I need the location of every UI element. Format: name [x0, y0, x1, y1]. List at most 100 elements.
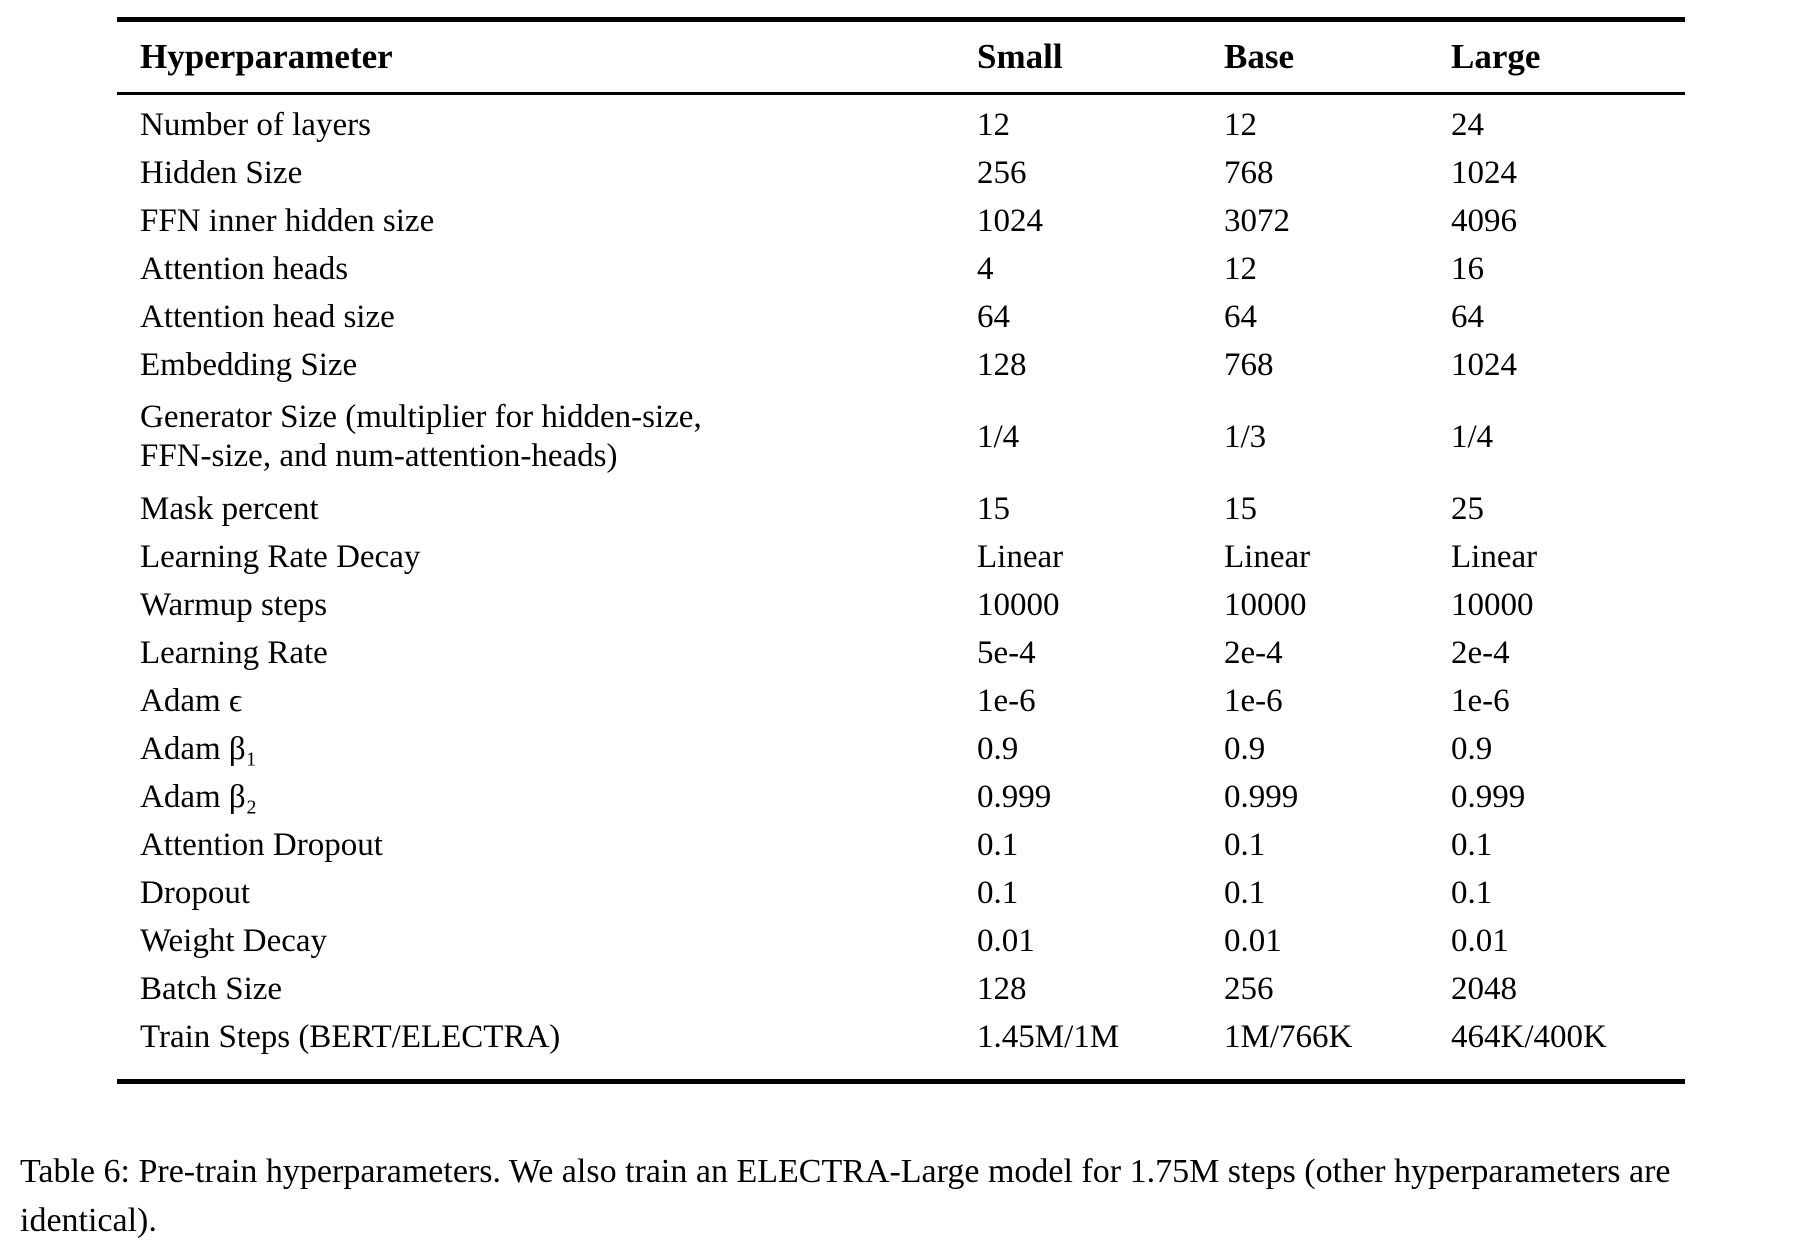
- cell-base: 0.9: [1224, 730, 1266, 767]
- cell-base: 768: [1224, 154, 1274, 191]
- row-label: Mask percent: [140, 490, 319, 527]
- cell-small: 15: [977, 490, 1010, 527]
- cell-large: 2048: [1451, 970, 1517, 1007]
- table-row: Dropout 0.1 0.1 0.1: [117, 869, 1685, 917]
- table-row: Mask percent 15 15 25: [117, 485, 1685, 533]
- table-caption: Table 6: Pre-train hyperparameters. We a…: [20, 1153, 1671, 1240]
- cell-small: 1/4: [977, 418, 1020, 455]
- cell-large: 24: [1451, 106, 1484, 143]
- cell-large: 1e-6: [1451, 682, 1510, 719]
- cell-base: 1/3: [1224, 418, 1267, 455]
- cell-small: 0.01: [977, 922, 1035, 959]
- row-label: Attention heads: [140, 250, 349, 287]
- table-row: Batch Size 128 256 2048: [117, 965, 1685, 1013]
- table-row: Learning Rate Decay Linear Linear Linear: [117, 533, 1685, 581]
- table-row: Adam ϵ 1e-6 1e-6 1e-6: [117, 677, 1685, 725]
- row-label: Generator Size (multiplier for hidden-si…: [140, 399, 702, 474]
- table-row: Hidden Size 256 768 1024: [117, 149, 1685, 197]
- cell-small: 128: [977, 970, 1027, 1007]
- cell-large: 64: [1451, 298, 1484, 335]
- row-label: Attention head size: [140, 298, 395, 335]
- row-label: Weight Decay: [140, 922, 328, 959]
- cell-small: 128: [977, 346, 1027, 383]
- table-header-rule: [117, 92, 1685, 95]
- table-row: Weight Decay 0.01 0.01 0.01: [117, 917, 1685, 965]
- row-label: Train Steps (BERT/ELECTRA): [140, 1018, 561, 1055]
- cell-large: 0.999: [1451, 778, 1526, 815]
- cell-large: 1024: [1451, 154, 1517, 191]
- table-row: FFN inner hidden size 1024 3072 4096: [117, 197, 1685, 245]
- cell-base: 15: [1224, 490, 1257, 527]
- cell-small: 12: [977, 106, 1010, 143]
- cell-base: 256: [1224, 970, 1274, 1007]
- header-hyperparameter: Hyperparameter: [140, 37, 393, 77]
- table-bottom-rule: [117, 1079, 1685, 1084]
- table-row: Embedding Size 128 768 1024: [117, 341, 1685, 389]
- row-label: Adam β₂: [140, 778, 258, 815]
- row-label: Embedding Size: [140, 346, 358, 383]
- row-label: Batch Size: [140, 970, 283, 1007]
- cell-small: 1024: [977, 202, 1043, 239]
- cell-small: 1.45M/1M: [977, 1018, 1120, 1055]
- row-label: Attention Dropout: [140, 826, 383, 863]
- cell-large: 0.01: [1451, 922, 1509, 959]
- cell-large: 10000: [1451, 586, 1534, 623]
- table-row: Attention Dropout 0.1 0.1 0.1: [117, 821, 1685, 869]
- table-top-rule: [117, 17, 1685, 22]
- row-label: Dropout: [140, 874, 250, 911]
- row-label: FFN inner hidden size: [140, 202, 435, 239]
- table-row: Train Steps (BERT/ELECTRA) 1.45M/1M 1M/7…: [117, 1013, 1685, 1061]
- cell-base: 1e-6: [1224, 682, 1283, 719]
- row-label: Number of layers: [140, 106, 371, 143]
- table-row: Adam β₁ 0.9 0.9 0.9: [117, 725, 1685, 773]
- cell-base: 0.999: [1224, 778, 1299, 815]
- cell-base: 64: [1224, 298, 1257, 335]
- header-small: Small: [977, 37, 1063, 77]
- cell-small: 1e-6: [977, 682, 1036, 719]
- cell-large: 1024: [1451, 346, 1517, 383]
- row-label: Learning Rate Decay: [140, 538, 421, 575]
- row-label: Adam ϵ: [140, 682, 243, 719]
- cell-base: 1M/766K: [1224, 1018, 1353, 1055]
- row-label: Warmup steps: [140, 586, 328, 623]
- table-row: Adam β₂ 0.999 0.999 0.999: [117, 773, 1685, 821]
- cell-small: 10000: [977, 586, 1060, 623]
- hyperparameter-table: Hyperparameter Small Base Large Number o…: [117, 17, 1685, 1084]
- cell-small: 0.1: [977, 826, 1019, 863]
- table-row: Learning Rate 5e-4 2e-4 2e-4: [117, 629, 1685, 677]
- cell-base: 3072: [1224, 202, 1290, 239]
- cell-base: 768: [1224, 346, 1274, 383]
- cell-large: 0.1: [1451, 826, 1493, 863]
- cell-base: 0.1: [1224, 874, 1266, 911]
- cell-small: Linear: [977, 538, 1064, 575]
- cell-small: 5e-4: [977, 634, 1036, 671]
- cell-small: 0.999: [977, 778, 1052, 815]
- cell-base: 12: [1224, 106, 1257, 143]
- cell-large: 2e-4: [1451, 634, 1510, 671]
- row-label: Hidden Size: [140, 154, 303, 191]
- row-label: Adam β₁: [140, 730, 258, 767]
- cell-small: 64: [977, 298, 1010, 335]
- cell-large: 16: [1451, 250, 1484, 287]
- cell-large: 0.9: [1451, 730, 1493, 767]
- cell-small: 256: [977, 154, 1027, 191]
- cell-base: Linear: [1224, 538, 1311, 575]
- cell-base: 2e-4: [1224, 634, 1283, 671]
- table-row: Generator Size (multiplier for hidden-si…: [117, 389, 1685, 485]
- cell-small: 0.9: [977, 730, 1019, 767]
- cell-large: Linear: [1451, 538, 1538, 575]
- cell-large: 464K/400K: [1451, 1018, 1607, 1055]
- table-row: Attention head size 64 64 64: [117, 293, 1685, 341]
- table-header: Hyperparameter Small Base Large: [117, 22, 1685, 92]
- cell-large: 1/4: [1451, 418, 1494, 455]
- cell-large: 0.1: [1451, 874, 1493, 911]
- cell-large: 25: [1451, 490, 1484, 527]
- table-body: Number of layers 12 12 24 Hidden Size 25…: [117, 95, 1685, 1079]
- table-row: Warmup steps 10000 10000 10000: [117, 581, 1685, 629]
- cell-small: 4: [977, 250, 994, 287]
- header-large: Large: [1451, 37, 1541, 77]
- header-base: Base: [1224, 37, 1294, 77]
- cell-base: 10000: [1224, 586, 1307, 623]
- table-row: Attention heads 4 12 16: [117, 245, 1685, 293]
